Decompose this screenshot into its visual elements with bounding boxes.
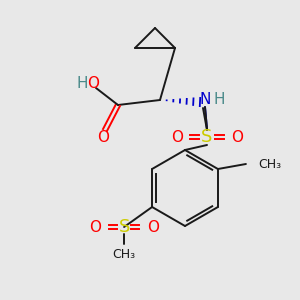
Text: N: N [199, 92, 211, 107]
Text: O: O [231, 130, 243, 145]
Text: CH₃: CH₃ [258, 158, 281, 170]
Text: H: H [76, 76, 88, 92]
Text: S: S [201, 128, 213, 146]
Text: S: S [118, 218, 130, 236]
Text: O: O [87, 76, 99, 92]
Text: H: H [213, 92, 225, 107]
Text: O: O [97, 130, 109, 146]
Text: CH₃: CH₃ [112, 248, 136, 260]
Text: O: O [171, 130, 183, 145]
Text: O: O [147, 220, 159, 235]
Text: O: O [89, 220, 101, 235]
